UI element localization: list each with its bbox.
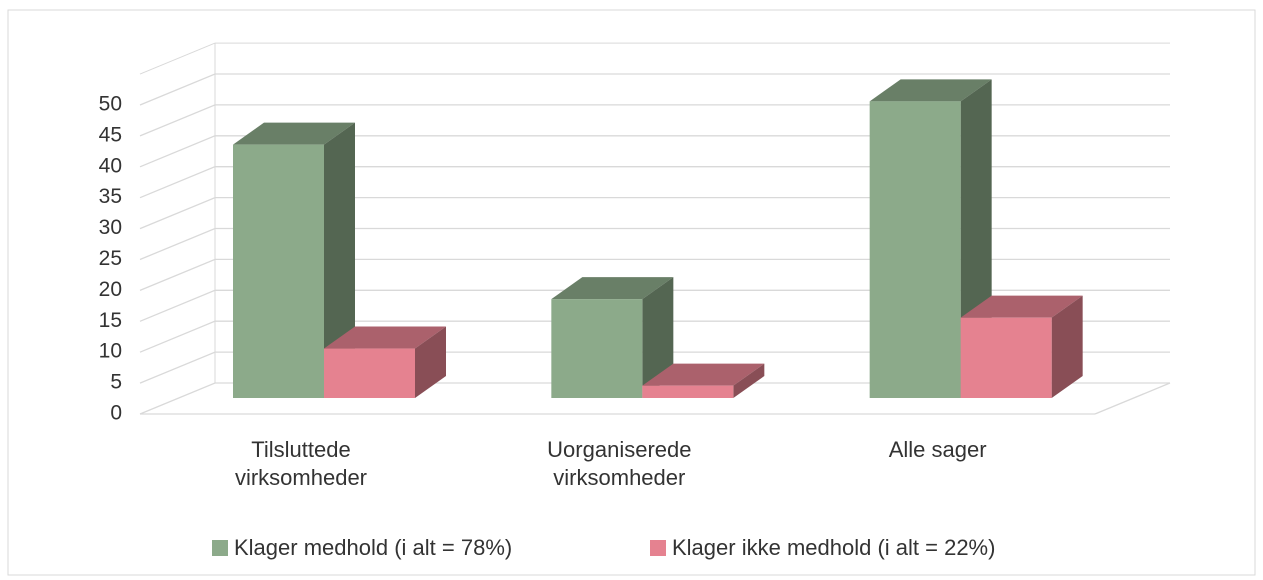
x-tick-label: Tilsluttede virksomheder [234, 437, 368, 490]
y-tick-label: 45 [99, 123, 122, 146]
bar-top [233, 122, 355, 145]
bar [233, 144, 324, 398]
grid-line [139, 104, 1170, 137]
legend-label: Klager medhold (i alt = 78%) [234, 535, 513, 560]
side-wall-top [139, 42, 216, 75]
legend-item: Klager medhold (i alt = 78%) [212, 535, 512, 561]
chart-border [7, 9, 1256, 576]
y-tick-label: 5 [110, 371, 122, 394]
y-tick-label: 15 [99, 309, 122, 332]
x-tick-label: Alle sager [888, 437, 987, 462]
bar-side [642, 277, 674, 398]
legend-swatch [650, 540, 666, 556]
grid-line [139, 289, 1170, 322]
bar [642, 385, 734, 398]
x-tick-label: Uorganiserede virksomheder [547, 437, 692, 490]
bar [960, 317, 1052, 398]
legend-item: Klager ikke medhold (i alt = 22%) [650, 535, 995, 561]
bar-top [960, 295, 1083, 318]
bar-top [551, 277, 674, 300]
bar [551, 299, 643, 398]
y-tick-label: 0 [110, 402, 122, 425]
bar-side [733, 363, 765, 398]
y-tick-label: 35 [99, 185, 122, 208]
bar-side [415, 326, 446, 398]
bar-side [324, 122, 355, 399]
grid-line [139, 196, 1170, 230]
bar-side [1051, 295, 1083, 398]
floor-right [1094, 382, 1171, 415]
bar [869, 101, 961, 399]
bar-top [869, 79, 992, 102]
grid-line [139, 135, 1170, 168]
y-tick-label: 25 [99, 247, 122, 270]
bar-top [324, 326, 446, 349]
bar [324, 348, 415, 398]
bar-top [642, 363, 765, 386]
grid-line [139, 382, 1170, 415]
grid-line [139, 258, 1170, 292]
grid-line [139, 166, 1170, 199]
grid-line [139, 73, 1170, 106]
y-tick-label: 30 [99, 216, 122, 239]
grid-line [139, 351, 1170, 384]
y-tick-label: 10 [99, 340, 122, 363]
y-tick-label: 40 [99, 154, 122, 177]
y-tick-label: 50 [99, 93, 122, 116]
grid-line [139, 320, 1170, 353]
y-tick-label: 20 [99, 278, 122, 301]
legend-swatch [212, 540, 228, 556]
legend-label: Klager ikke medhold (i alt = 22%) [672, 535, 996, 560]
grid-line [139, 227, 1170, 261]
